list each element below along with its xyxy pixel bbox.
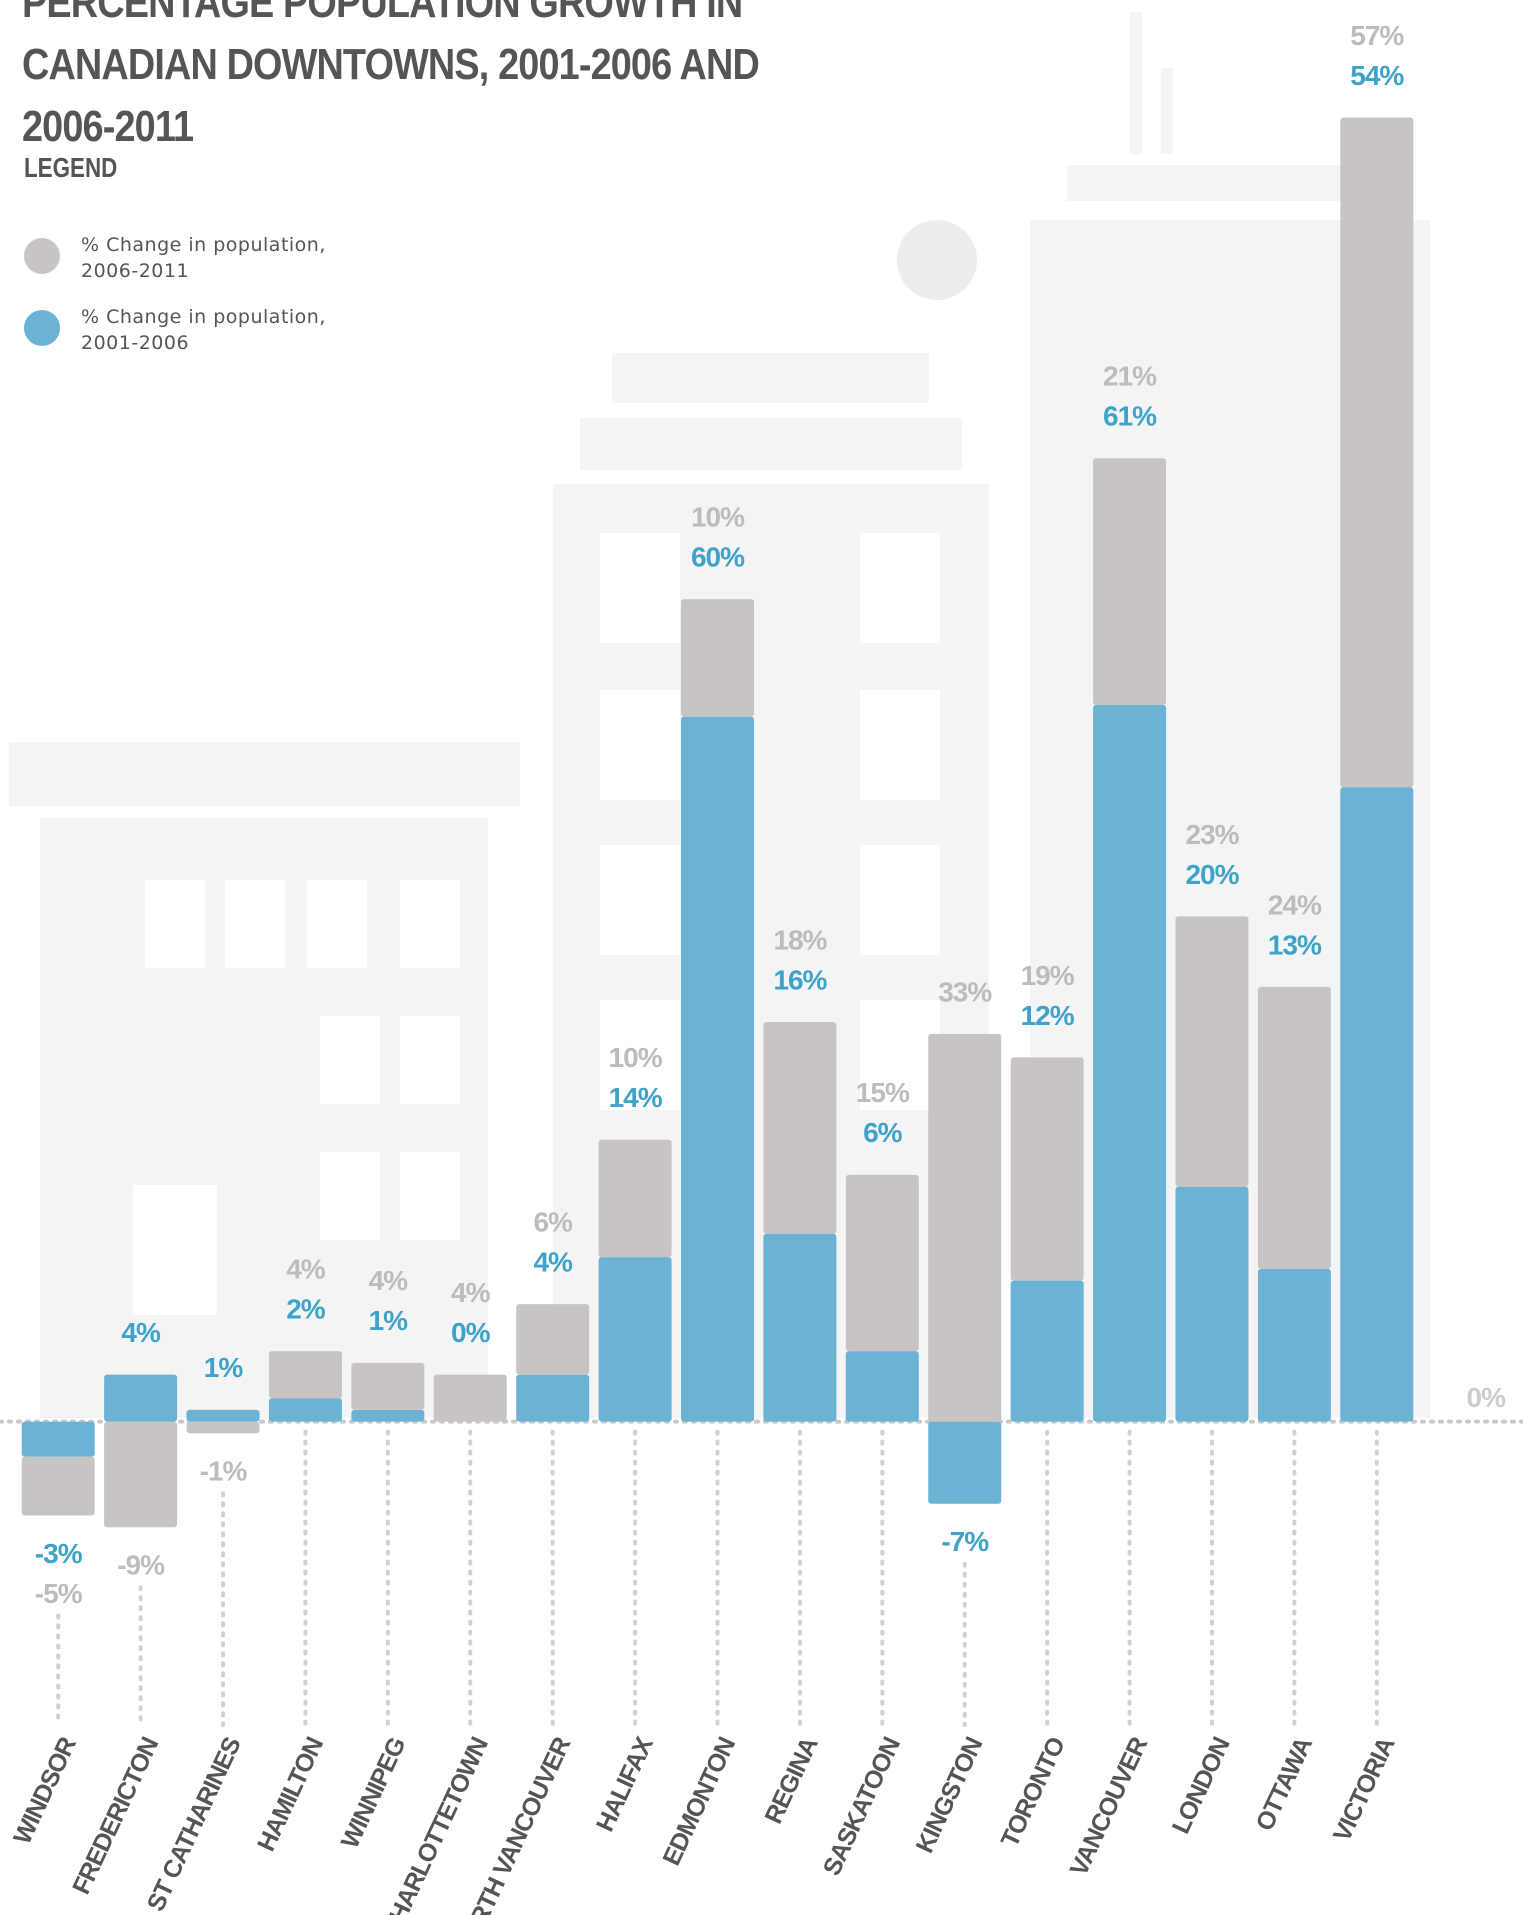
x-tick-label: WINNIPEG [336, 1733, 411, 1852]
x-tick-label: REGINA [759, 1733, 823, 1828]
bar-segment [268, 1351, 342, 1399]
data-label: -7% [941, 1526, 989, 1557]
data-label: 18% [773, 925, 827, 956]
data-label: 4% [451, 1277, 491, 1308]
x-tick-label: WINDSOR [8, 1733, 82, 1849]
bar-segment [1257, 1268, 1331, 1422]
data-label: 24% [1268, 889, 1322, 920]
data-label: 15% [856, 1077, 910, 1108]
bar-segment [763, 1233, 837, 1422]
bar-segment [104, 1374, 178, 1422]
bar-segment [1257, 986, 1331, 1269]
data-label: 54% [1350, 60, 1404, 91]
bar-segment [1093, 704, 1167, 1422]
background-windows [133, 533, 940, 1315]
bar-segment [21, 1421, 95, 1457]
data-label: 33% [938, 976, 992, 1007]
x-tick-label: HAMILTON [252, 1733, 329, 1855]
data-label: 19% [1021, 960, 1075, 991]
data-label: 2% [286, 1293, 326, 1324]
bar-segment [681, 599, 754, 717]
data-label: 57% [1350, 20, 1404, 51]
x-tick-label: EDMONTON [657, 1733, 740, 1869]
x-tick-label: OTTAWA [1251, 1733, 1319, 1835]
x-tick-label: LONDON [1167, 1733, 1236, 1838]
data-label: -1% [200, 1456, 248, 1487]
bar-segment [186, 1409, 260, 1422]
data-label: 4% [533, 1246, 573, 1277]
data-label: -3% [35, 1538, 83, 1569]
bar-segment [433, 1374, 507, 1422]
bar-segment [1093, 458, 1167, 705]
bar-segment [104, 1421, 178, 1528]
y-tick-label: 0% [1467, 1382, 1507, 1413]
bar-segment [1175, 916, 1249, 1187]
bar-segment [763, 1022, 837, 1234]
data-label: 12% [1021, 1000, 1075, 1031]
bar-segment [1010, 1280, 1084, 1422]
data-label: 4% [286, 1253, 326, 1284]
data-label: 16% [773, 965, 827, 996]
data-label: 10% [609, 1042, 663, 1073]
bar-segment [928, 1421, 1002, 1504]
bar-segment [351, 1362, 425, 1410]
x-tick-label: HALIFAX [591, 1732, 659, 1836]
bar-segment [1340, 117, 1414, 788]
legend-item: % Change in population, 2001-2006 [24, 304, 371, 356]
bar-segment [268, 1398, 342, 1422]
x-tick-label: VANCOUVER [1065, 1733, 1154, 1881]
x-tick-label: TORONTO [996, 1733, 1071, 1851]
bar-segment [928, 1033, 1002, 1422]
bar-segment [1175, 1186, 1249, 1422]
x-tick-label: FREDERICTON [67, 1733, 164, 1898]
data-label: 0% [451, 1317, 491, 1348]
data-label: 13% [1268, 929, 1322, 960]
data-label: 4% [369, 1265, 409, 1296]
x-tick-label: KINGSTON [911, 1733, 989, 1857]
bar-segment [351, 1409, 425, 1422]
data-label: -9% [117, 1550, 165, 1581]
data-label: 10% [691, 502, 745, 533]
data-label: 20% [1185, 859, 1239, 890]
data-label: 21% [1103, 361, 1157, 392]
legend-title: LEGEND [24, 152, 118, 183]
x-tick-label: SASKATOON [818, 1733, 906, 1879]
bar-segment [681, 716, 754, 1422]
data-label: -5% [35, 1578, 83, 1609]
data-label: 14% [609, 1082, 663, 1113]
data-label: 1% [204, 1352, 244, 1383]
bar-segment [186, 1421, 260, 1434]
legend-swatch [24, 238, 60, 274]
bar-segment [598, 1257, 672, 1422]
data-label: 23% [1185, 819, 1239, 850]
legend-item: % Change in population, 2006-2011 [24, 232, 371, 284]
bar-segment [516, 1374, 590, 1422]
legend-label: % Change in population, 2001-2006 [81, 306, 326, 354]
bar-segment [598, 1139, 672, 1258]
data-label: 4% [121, 1317, 161, 1348]
bar-segment [845, 1351, 919, 1422]
data-label: 60% [691, 542, 745, 573]
bar-segment [21, 1456, 95, 1516]
legend-label: % Change in population, 2006-2011 [81, 234, 326, 282]
x-tick-label: VICTORIA [1328, 1733, 1401, 1846]
data-label: 1% [369, 1305, 409, 1336]
bar-segment [1010, 1057, 1084, 1281]
data-label: 6% [533, 1206, 573, 1237]
bar-segment [516, 1304, 590, 1375]
legend-swatch [24, 310, 60, 346]
bar-segment [845, 1174, 919, 1352]
data-label: 61% [1103, 401, 1157, 432]
data-label: 6% [863, 1117, 903, 1148]
x-tick-label: ST CATHARINES [142, 1733, 247, 1915]
chart-title: PERCENTAGE POPULATION GROWTH IN CANADIAN… [22, 0, 760, 151]
bar-segment [1340, 787, 1414, 1422]
